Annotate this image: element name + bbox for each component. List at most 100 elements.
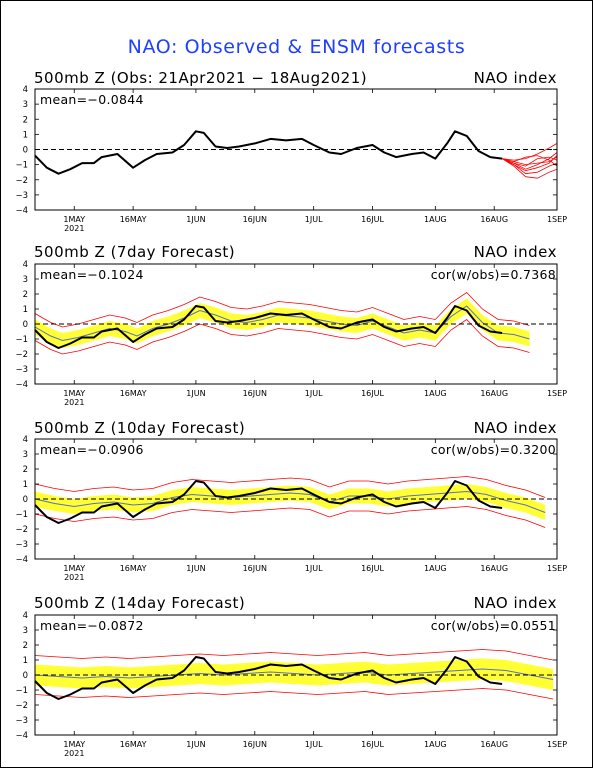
ensemble-mean-line <box>34 490 546 513</box>
x-tick-label: 1AUG <box>424 564 447 573</box>
spread-band <box>35 484 546 520</box>
y-tick-label: −2 <box>15 350 28 360</box>
y-tick-label: −2 <box>15 176 28 186</box>
y-tick-label: 4 <box>23 85 28 95</box>
y-tick-label: −1 <box>15 161 28 171</box>
x-tick-label: 1JUN <box>186 564 205 573</box>
x-tick-label: 16MAY <box>120 389 147 398</box>
ensemble-member-6 <box>501 156 558 167</box>
x-tick-label: 16JUL <box>361 215 384 224</box>
x-tick-label: 16MAY <box>120 564 147 573</box>
x-tick-label: 16AUG <box>480 564 508 573</box>
y-tick-label: 3 <box>23 275 28 285</box>
x-tick-label: 1SEP <box>547 215 567 224</box>
y-tick-label: 3 <box>23 450 28 460</box>
x-tick-label: 16JUN <box>243 740 267 749</box>
panel-4-index-label: NAO index <box>473 594 557 612</box>
ensemble-upper-line <box>34 476 546 498</box>
panel-1-index-label: NAO index <box>473 69 557 87</box>
panel-3: 4 3 2 1 0 −1 −2 −3 −4 1MAY 16MAY 1JUN 16JUN 1JUL 16JUL… <box>15 435 567 582</box>
x-tick-label: 16JUL <box>361 740 384 749</box>
y-tick-label: 3 <box>23 626 28 636</box>
ensemble-lower-line <box>34 688 554 700</box>
observed-line <box>34 130 503 175</box>
y-tick-label: −4 <box>15 380 28 390</box>
y-tick-label: 0 <box>23 146 28 156</box>
x-year-label: 2021 <box>64 749 84 758</box>
y-tick-label: 2 <box>23 641 28 651</box>
y-tick-label: −3 <box>15 191 28 201</box>
spread-band <box>35 658 554 690</box>
x-tick-label: 1SEP <box>547 740 567 749</box>
y-tick-label: −1 <box>15 335 28 345</box>
ensemble-member-5 <box>501 158 558 179</box>
correlation-label: cor(w/obs)=0.0551 <box>431 618 556 633</box>
panel-1: 4 3 2 1 0 −1 −2 −3 −4 1MAY 16MAY 1JUN 16JUN 1JUL 16JUL… <box>15 85 567 233</box>
y-tick-label: −3 <box>15 365 28 375</box>
ensemble-lower-line <box>34 318 530 355</box>
observed-line <box>34 305 503 349</box>
panel-1-title: 500mb Z (Obs: 21Apr2021 − 18Aug2021) <box>34 69 368 87</box>
x-tick-label: 16AUG <box>480 740 508 749</box>
y-tick-label: 4 <box>23 611 28 621</box>
ensemble-lower-line <box>34 506 546 528</box>
observed-line <box>34 656 503 700</box>
panel-4-title: 500mb Z (14day Forecast) <box>34 594 246 612</box>
y-tick-label: 2 <box>23 115 28 125</box>
x-tick-label: 16AUG <box>480 389 508 398</box>
correlation-label: cor(w/obs)=0.3200 <box>431 442 556 457</box>
y-tick-label: −4 <box>15 206 28 216</box>
mean-label: mean=−0.1024 <box>40 267 144 282</box>
x-tick-label: 1JUN <box>186 740 205 749</box>
panel-3-index-label: NAO index <box>473 419 557 437</box>
panel-4: 4 3 2 1 0 −1 −2 −3 −4 1MAY 16MAY 1JUN 16JUN 1JUL 16JUL… <box>15 611 567 758</box>
x-tick-label: 1MAY <box>63 740 85 749</box>
x-tick-label: 16JUL <box>361 564 384 573</box>
y-tick-label: 4 <box>23 260 28 270</box>
y-tick-label: 0 <box>23 671 28 681</box>
y-tick-label: −2 <box>15 701 28 711</box>
y-tick-label: 0 <box>23 320 28 330</box>
panel-3-title: 500mb Z (10day Forecast) <box>34 419 246 437</box>
ensemble-member-7 <box>502 155 558 167</box>
y-tick-label: −4 <box>15 555 28 565</box>
mean-label: mean=−0.0872 <box>40 618 144 633</box>
y-tick-label: −4 <box>15 731 28 741</box>
x-tick-label: 1JUL <box>305 389 323 398</box>
y-tick-label: 0 <box>23 495 28 505</box>
x-tick-label: 16AUG <box>480 215 508 224</box>
x-tick-label: 16JUN <box>243 564 267 573</box>
ensemble-member-8 <box>501 155 558 172</box>
x-tick-label: 1AUG <box>424 215 447 224</box>
y-tick-label: −3 <box>15 540 28 550</box>
x-tick-label: 1AUG <box>424 740 447 749</box>
ensemble-upper-line <box>34 291 530 328</box>
x-tick-label: 16MAY <box>120 740 147 749</box>
mean-label: mean=−0.0906 <box>40 442 144 457</box>
x-tick-label: 16JUN <box>243 215 267 224</box>
figure-title: NAO: Observed & ENSM forecasts <box>127 36 466 58</box>
y-tick-label: 1 <box>23 480 28 490</box>
x-tick-label: 1JUL <box>305 740 323 749</box>
y-tick-label: 1 <box>23 130 28 140</box>
x-tick-label: 1SEP <box>547 564 567 573</box>
x-year-label: 2021 <box>64 224 84 233</box>
correlation-label: cor(w/obs)=0.7368 <box>431 267 556 282</box>
x-tick-label: 1AUG <box>424 389 447 398</box>
panel-2: 4 3 2 1 0 −1 −2 −3 −4 1MAY 16MAY 1JUN 16JUN 1JUL 16JUL… <box>15 260 567 407</box>
x-tick-label: 1JUL <box>305 564 323 573</box>
y-tick-label: 1 <box>23 305 28 315</box>
y-tick-label: −3 <box>15 716 28 726</box>
x-tick-label: 16MAY <box>120 215 147 224</box>
y-tick-label: 2 <box>23 290 28 300</box>
spread-band <box>35 298 530 348</box>
y-tick-label: −1 <box>15 510 28 520</box>
mean-label: mean=−0.0844 <box>40 92 144 107</box>
x-tick-label: 1JUN <box>186 215 205 224</box>
ensemble-upper-line <box>34 649 554 661</box>
y-tick-label: −1 <box>15 686 28 696</box>
y-tick-label: 2 <box>23 465 28 475</box>
y-tick-label: −2 <box>15 525 28 535</box>
panel-2-title: 500mb Z (7day Forecast) <box>34 243 236 261</box>
